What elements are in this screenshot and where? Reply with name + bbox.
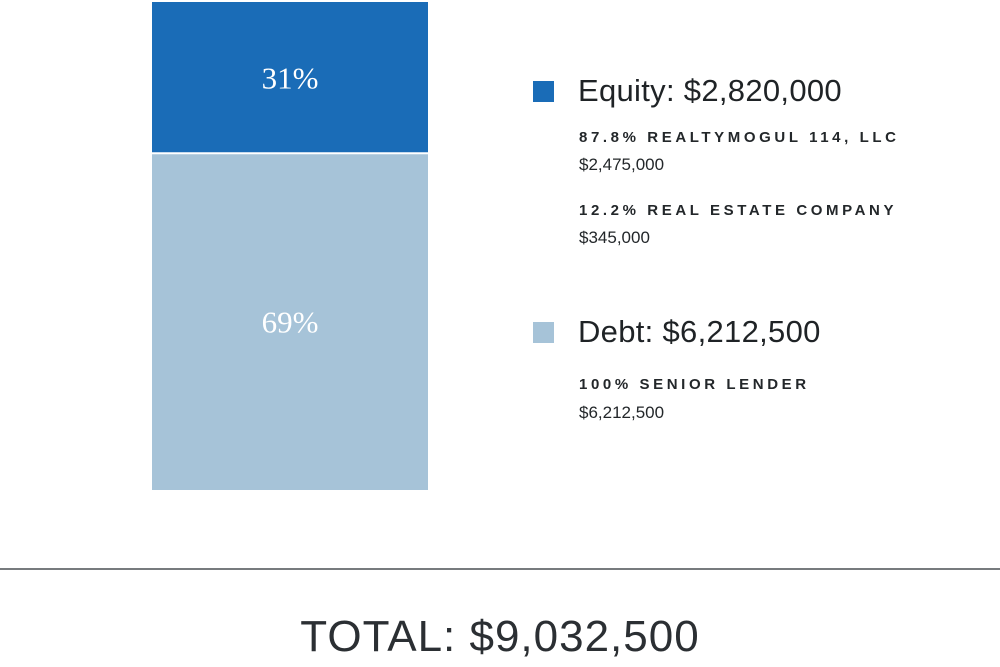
debt-holder-1-name: 100% SENIOR LENDER bbox=[579, 376, 810, 393]
debt-swatch bbox=[533, 322, 554, 343]
total-label: TOTAL: $9,032,500 bbox=[300, 612, 700, 661]
equity-holder-2-name: 12.2% REAL ESTATE COMPANY bbox=[579, 202, 898, 219]
equity-title: Equity: $2,820,000 bbox=[578, 73, 842, 108]
bar-label-equity: 31% bbox=[262, 61, 319, 96]
equity-holder-1-name: 87.8% REALTYMOGUL 114, LLC bbox=[579, 129, 900, 146]
bar-label-debt: 69% bbox=[262, 305, 319, 340]
equity-holder-2-amount: $345,000 bbox=[579, 228, 650, 247]
bar-segment-debt bbox=[152, 153, 428, 490]
equity-holder-1-amount: $2,475,000 bbox=[579, 155, 665, 174]
bar-segment-equity bbox=[152, 2, 428, 154]
divider bbox=[0, 568, 1000, 570]
debt-holder-1-amount: $6,212,500 bbox=[579, 403, 665, 422]
equity-swatch bbox=[533, 81, 554, 102]
debt-title: Debt: $6,212,500 bbox=[578, 314, 821, 349]
